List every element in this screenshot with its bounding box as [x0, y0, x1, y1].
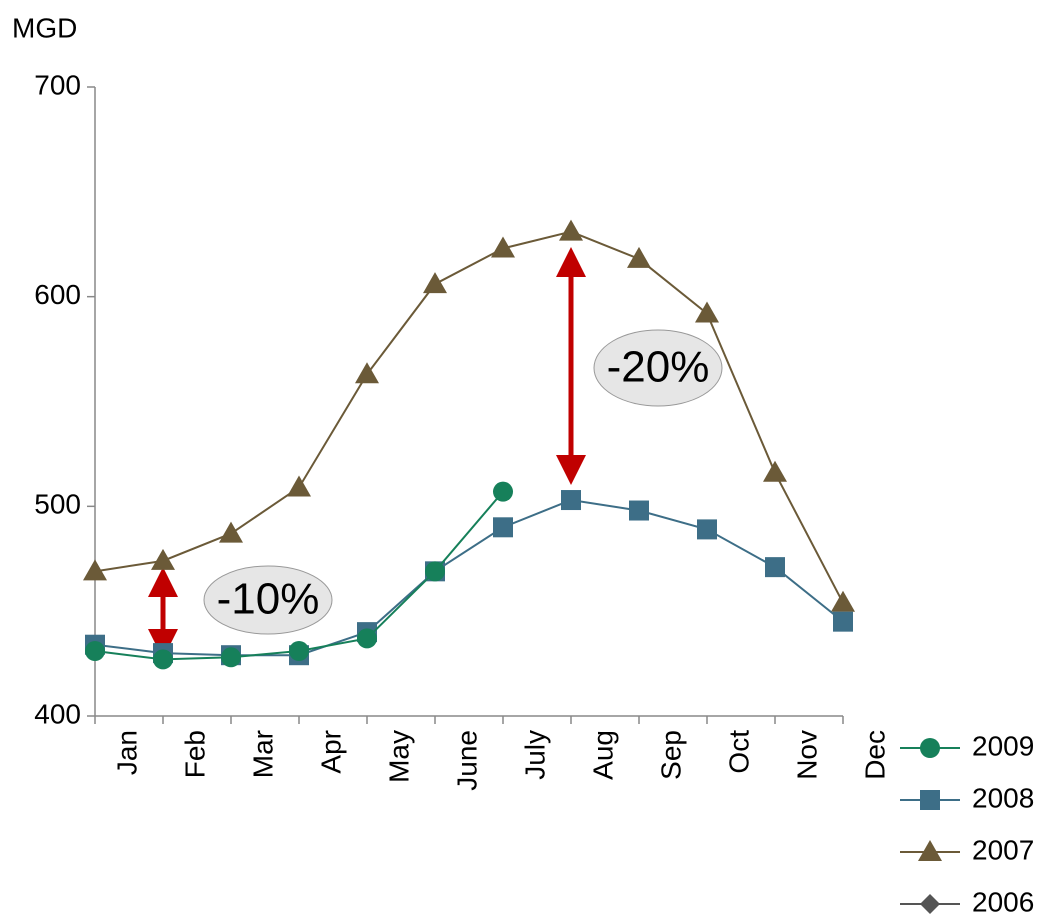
legend-label: 2009 [972, 730, 1034, 761]
x-tick-label: Dec [859, 730, 890, 780]
marker [357, 628, 377, 649]
marker [425, 561, 445, 582]
marker [85, 641, 105, 662]
legend-label: 2007 [972, 834, 1034, 865]
marker [763, 460, 787, 482]
marker [627, 246, 651, 268]
marker [491, 236, 515, 258]
y-tick-label: 700 [34, 69, 81, 100]
x-tick-label: Apr [315, 730, 346, 774]
y-tick-label: 500 [34, 489, 81, 520]
marker [765, 557, 785, 578]
x-tick-label: Nov [791, 730, 822, 780]
marker [355, 362, 379, 384]
marker [151, 548, 175, 570]
marker [493, 517, 513, 538]
marker [918, 840, 942, 861]
annotation: -20% [607, 343, 710, 392]
marker [833, 611, 853, 632]
x-tick-label: Jan [111, 730, 142, 775]
y-tick-label: 400 [34, 698, 81, 729]
y-tick-label: 600 [34, 279, 81, 310]
x-tick-label: Aug [587, 730, 618, 780]
marker [153, 649, 173, 670]
x-tick-label: July [519, 730, 550, 780]
marker [561, 490, 581, 511]
marker [219, 521, 243, 543]
x-tick-label: June [451, 730, 482, 791]
series-line [94, 230, 844, 604]
marker [287, 475, 311, 497]
marker [831, 590, 855, 612]
annotation: -10% [217, 575, 320, 624]
marker [493, 481, 513, 502]
x-tick-label: Oct [723, 730, 754, 774]
marker [423, 272, 447, 294]
marker [695, 301, 719, 323]
legend-label: 2008 [972, 782, 1034, 813]
annotation-bubble [593, 329, 723, 407]
marker [83, 559, 107, 581]
marker [221, 647, 241, 668]
marker [697, 519, 717, 540]
series-line [94, 499, 844, 657]
marker [920, 894, 940, 914]
x-tick-label: May [383, 730, 414, 783]
x-tick-label: Feb [179, 730, 210, 778]
annotation-bubble [203, 565, 333, 635]
marker [920, 738, 940, 758]
x-tick-label: Sep [655, 730, 686, 780]
marker [629, 500, 649, 521]
legend-label: 2006 [972, 886, 1034, 917]
marker [289, 641, 309, 662]
marker [559, 219, 583, 241]
y-axis-label: MGD [12, 12, 77, 43]
x-tick-label: Mar [247, 730, 278, 778]
marker [920, 790, 940, 810]
